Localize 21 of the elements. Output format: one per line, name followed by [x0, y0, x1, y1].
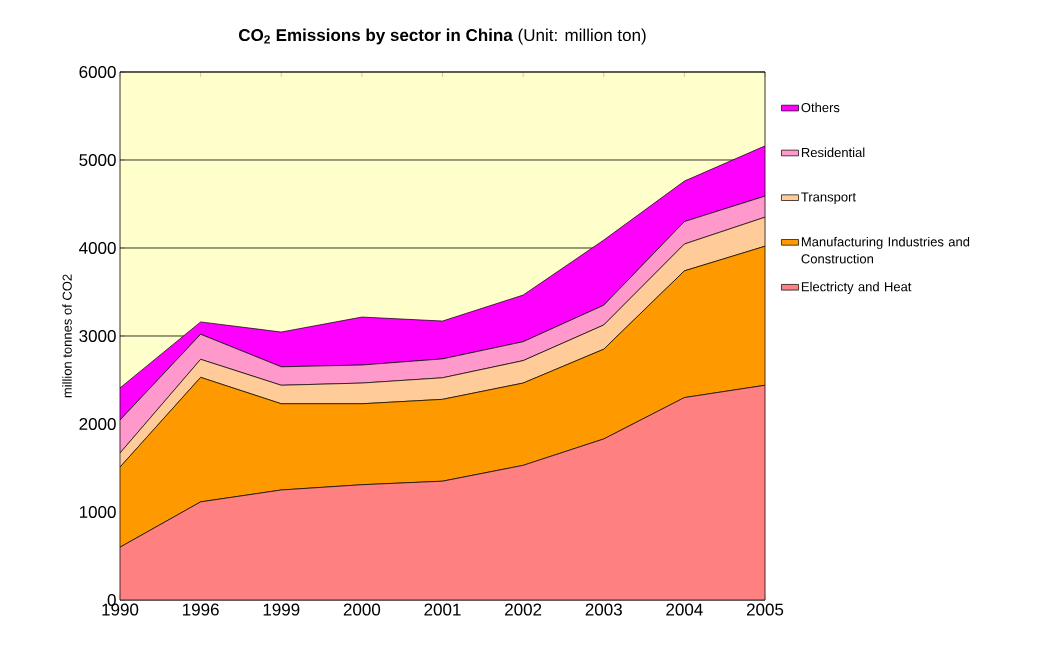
- legend-label: Residential: [801, 147, 865, 158]
- y-tick-label: 6000: [79, 65, 116, 79]
- legend-label: Electricty and Heat: [801, 281, 912, 294]
- legend-label: Others: [801, 102, 840, 113]
- y-tick-label: 4000: [79, 241, 116, 255]
- x-tick-label: 2003: [585, 603, 622, 616]
- x-tick-label: 2000: [343, 603, 381, 616]
- x-tick-label: 2005: [746, 603, 784, 616]
- legend-label: Transport: [801, 192, 856, 205]
- x-tick-label: 1996: [183, 603, 219, 616]
- chart-title: CO$_{2}$ Emissions by sector in China (Unit: million ton): [238, 28, 646, 45]
- y-tick-label: 2000: [79, 417, 116, 431]
- x-tick-label: 2004: [666, 603, 703, 616]
- y-tick-label: 1000: [79, 505, 116, 519]
- x-tick-label: 2001: [424, 603, 461, 616]
- x-tick-label: 1999: [263, 603, 300, 616]
- x-tick-label: 2002: [505, 603, 542, 616]
- y-axis-title: million tonnes of CO2: [62, 274, 72, 398]
- legend-label: Manufacturing Industries and Construction: [801, 236, 970, 264]
- y-tick-label: 3000: [79, 329, 116, 343]
- y-tick-label: 5000: [79, 153, 116, 167]
